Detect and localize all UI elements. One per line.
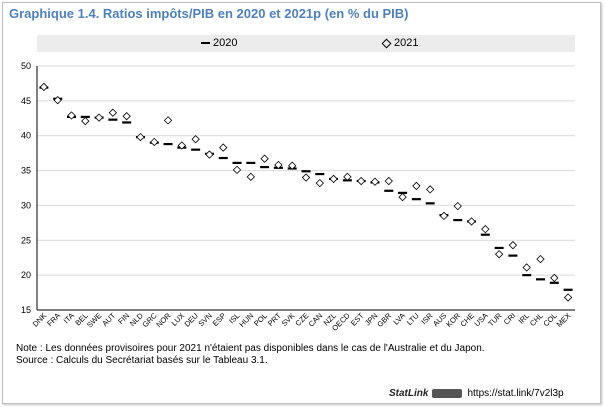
statlink-url[interactable]: https://stat.link/7v2l3p [467, 388, 564, 399]
y-tick-label: 25 [21, 235, 31, 245]
chart-source: Source : Calculs du Secrétariat basés su… [16, 355, 268, 366]
x-tick-label: ESP [211, 311, 228, 328]
y-tick-label: 15 [21, 305, 31, 315]
figure-frame [2, 2, 601, 404]
point-2021 [329, 174, 338, 184]
point-2021 [219, 143, 228, 152]
point-2021 [122, 112, 131, 121]
chart-title: Graphique 1.4. Ratios impôts/PIB en 2020… [9, 6, 409, 21]
point-2021 [425, 185, 435, 194]
point-2021 [343, 172, 352, 182]
x-tick-label: LUX [170, 311, 187, 328]
x-tick-label: POL [252, 311, 269, 328]
point-2021 [150, 137, 159, 147]
point-2021 [481, 224, 490, 234]
x-tick-label: EST [349, 311, 366, 328]
point-2021 [288, 161, 297, 170]
statlink-logo-icon [432, 388, 463, 398]
x-tick-label: SVK [280, 311, 297, 328]
statlink-label: StatLink [389, 388, 429, 399]
point-2021 [412, 181, 421, 191]
legend-label-2020: 2020 [213, 37, 238, 49]
point-2021 [177, 141, 187, 150]
point-2021 [81, 116, 90, 126]
x-tick-label: CZE [293, 311, 310, 328]
point-2021 [163, 116, 173, 125]
point-2021 [536, 254, 545, 264]
legend-item-2020: 2020 [201, 37, 237, 49]
y-tick-label: 40 [21, 131, 31, 141]
x-tick-label: MEX [555, 311, 573, 329]
point-2021 [315, 178, 324, 188]
point-2021 [357, 176, 366, 186]
point-2021 [53, 95, 62, 105]
x-tick-label: ITA [62, 311, 76, 325]
x-tick-label: PRT [266, 311, 283, 328]
point-2021 [453, 201, 462, 211]
point-2021 [301, 173, 311, 182]
y-tick-label: 20 [21, 270, 31, 280]
chart-note: Note : Les données provisoires pour 2021… [16, 343, 485, 354]
y-tick-label: 45 [21, 96, 31, 106]
point-2021 [522, 263, 531, 272]
point-2021 [384, 176, 393, 186]
statlink-footer: StatLink https://stat.link/7v2l3p [389, 388, 564, 399]
point-2021 [39, 82, 49, 92]
point-2021 [205, 150, 214, 159]
y-tick-label: 30 [21, 200, 31, 210]
point-2021 [274, 160, 283, 170]
x-tick-label: CRI [502, 311, 518, 327]
chart-legend: 2020 2021 [37, 35, 575, 52]
point-2021 [246, 172, 255, 182]
y-tick-label: 35 [21, 166, 31, 176]
point-2021 [108, 108, 118, 117]
point-2021 [370, 177, 380, 186]
point-2021 [67, 111, 76, 120]
point-2021 [508, 241, 518, 250]
x-tick-label: LVA [391, 311, 407, 327]
point-2021 [260, 154, 269, 163]
point-2021 [136, 132, 145, 142]
point-2021 [494, 250, 504, 259]
point-2021 [191, 135, 200, 144]
point-2021 [232, 165, 242, 175]
dash-marker-icon [201, 42, 210, 45]
point-2021 [398, 192, 407, 202]
point-2021 [550, 273, 559, 283]
x-tick-label: LTU [405, 311, 421, 327]
point-2021 [94, 113, 104, 122]
y-tick-label: 50 [21, 61, 31, 71]
legend-label-2021: 2021 [394, 37, 419, 49]
x-tick-label: FRA [45, 311, 62, 328]
point-2021 [563, 293, 573, 302]
point-2021 [439, 211, 449, 221]
legend-item-2021: 2021 [381, 37, 418, 49]
point-2021 [467, 217, 476, 226]
x-tick-label: CHL [528, 311, 545, 328]
